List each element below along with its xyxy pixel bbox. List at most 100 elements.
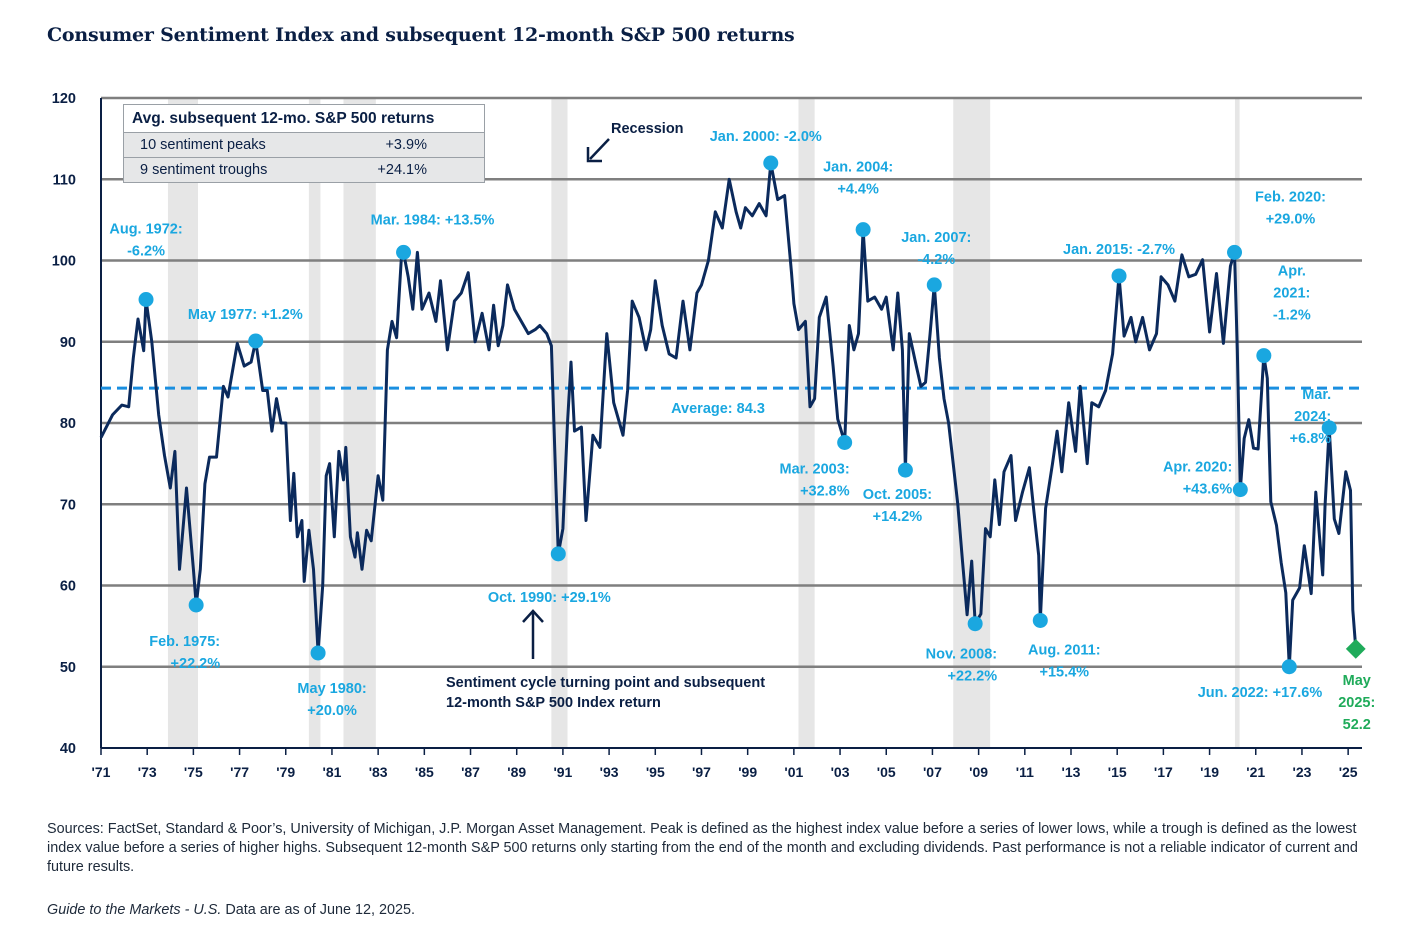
x-tick-label: '85 [415, 764, 434, 780]
sentiment-chart: 40 50 60 70 80 90 100 110 120 '71 '73 '75 '77 '79 '81 '… [52, 91, 1376, 780]
annotation-labels: Aug. 1972: -6.2% Feb. 1975: +22.2% May 1977:… [109, 129, 1375, 733]
x-tick-label: '95 [646, 764, 665, 780]
x-tick-label: '77 [230, 764, 249, 780]
peak-label: Mar. [1302, 387, 1331, 403]
trough-marker [550, 546, 566, 562]
peak-marker [1227, 244, 1243, 260]
x-tick-label: '93 [600, 764, 619, 780]
y-tick-label: 110 [53, 172, 76, 188]
peak-marker [926, 277, 942, 293]
peak-label: Jan. 2000: -2.0% [710, 129, 822, 145]
x-tick-label: '15 [1108, 764, 1127, 780]
avg-returns-row-troughs: 9 sentiment troughs +24.1% [124, 158, 484, 182]
x-tick-label: '79 [276, 764, 295, 780]
peak-marker [855, 222, 871, 238]
x-tick-label: '05 [877, 764, 896, 780]
series-line-group [99, 161, 1358, 669]
y-tick-label: 100 [52, 254, 76, 270]
sources-footnote: Sources: FactSet, Standard & Poor’s, Uni… [47, 821, 1358, 875]
trough-label: Mar. 2003: [780, 462, 850, 478]
y-tick-label: 60 [60, 579, 76, 595]
x-tick-label: '13 [1062, 764, 1081, 780]
x-tick-label: '87 [461, 764, 480, 780]
x-tick-label: '01 [784, 764, 803, 780]
y-tick-label: 50 [60, 660, 76, 676]
peak-label: -4.2% [917, 252, 955, 268]
y-tick-label: 40 [60, 741, 76, 757]
trough-label: Aug. 2011: [1028, 642, 1101, 658]
peak-label: -1.2% [1273, 308, 1311, 324]
trough-label: Jun. 2022: +17.6% [1198, 685, 1323, 701]
grid [101, 96, 1362, 668]
peak-label: Jan. 2004: [823, 160, 893, 176]
turning-point-label-line1: Sentiment cycle turning point and subseq… [446, 675, 765, 691]
peak-label: Aug. 1972: [109, 222, 182, 238]
turning-point-label-line2: 12-month S&P 500 Index return [446, 695, 661, 711]
x-tick-label: '81 [322, 764, 341, 780]
recession-arrow [586, 138, 610, 163]
peak-marker [763, 155, 779, 171]
static-annotations: Recession Sentiment cycle turning point … [446, 121, 765, 711]
row-value: +24.1% [377, 162, 427, 178]
chart-title: Consumer Sentiment Index and subsequent … [47, 24, 795, 46]
avg-returns-box: Avg. subsequent 12-mo. S&P 500 returns 1… [123, 104, 485, 183]
trough-label: +22.2% [948, 669, 998, 685]
peak-marker [138, 292, 154, 307]
y-tick-label: 70 [60, 497, 76, 513]
peak-marker [396, 244, 412, 260]
x-tick-label: '25 [1339, 764, 1358, 780]
y-tick-label: 120 [52, 91, 76, 107]
peak-label: 2024: [1294, 409, 1331, 425]
peak-marker [1321, 420, 1337, 436]
x-tick-label: '21 [1246, 764, 1265, 780]
peak-marker [1111, 268, 1127, 284]
trough-label: +22.2% [171, 656, 221, 672]
x-tick-label: '11 [1016, 764, 1034, 780]
trough-label: Oct. 2005: [863, 487, 932, 503]
guide-date: Data are as of June 12, 2025. [221, 902, 415, 918]
trough-label: +43.6% [1183, 482, 1233, 498]
recession-label: Recession [611, 121, 684, 137]
x-tick-label: '07 [923, 764, 942, 780]
peak-label: Jan. 2007: [901, 230, 971, 246]
peak-label: Feb. 2020: [1255, 189, 1326, 205]
latest-label: May [1343, 673, 1371, 689]
trough-label: +14.2% [873, 509, 923, 525]
trough-marker [1281, 659, 1297, 675]
peak-label: Mar. 1984: +13.5% [371, 212, 495, 228]
row-label: 10 sentiment peaks [140, 137, 266, 153]
peak-marker [1256, 348, 1272, 364]
x-tick-label: '17 [1154, 764, 1173, 780]
trough-label: Feb. 1975: [149, 634, 220, 650]
peak-label: 2021: [1273, 286, 1310, 302]
trough-label: +20.0% [307, 703, 357, 719]
trough-marker [967, 616, 983, 632]
trough-marker [188, 597, 204, 613]
avg-returns-row-peaks: 10 sentiment peaks +3.9% [124, 133, 484, 158]
annotation-points [138, 155, 1366, 675]
x-tick-label: '91 [553, 764, 572, 780]
latest-value-marker [1345, 638, 1366, 659]
trough-marker [1032, 612, 1048, 628]
x-tick-label: '23 [1292, 764, 1311, 780]
trough-label: +32.8% [800, 484, 850, 500]
x-tick-label: '75 [184, 764, 203, 780]
peak-label: -6.2% [127, 244, 165, 260]
trough-label: +15.4% [1039, 664, 1089, 680]
x-tick-label: '97 [692, 764, 711, 780]
average-label: Average: 84.3 [671, 401, 765, 417]
peak-label: +4.4% [837, 182, 879, 198]
x-tick-label: '19 [1200, 764, 1219, 780]
sentiment-series-line [99, 161, 1358, 669]
trough-label: Nov. 2008: [926, 647, 997, 663]
trough-label: Apr. 2020: [1163, 460, 1232, 476]
average-line-group: Average: 84.3 [101, 386, 1362, 417]
guide-title: Guide to the Markets - U.S. [47, 902, 222, 918]
peak-marker [248, 333, 264, 349]
trough-marker [1232, 482, 1248, 498]
latest-label: 52.2 [1343, 717, 1371, 733]
peak-label: Jan. 2015: -2.7% [1063, 242, 1175, 258]
latest-label: 2025: [1338, 695, 1375, 711]
avg-returns-header: Avg. subsequent 12-mo. S&P 500 returns [124, 105, 484, 133]
peak-label: May 1977: +1.2% [188, 307, 303, 323]
